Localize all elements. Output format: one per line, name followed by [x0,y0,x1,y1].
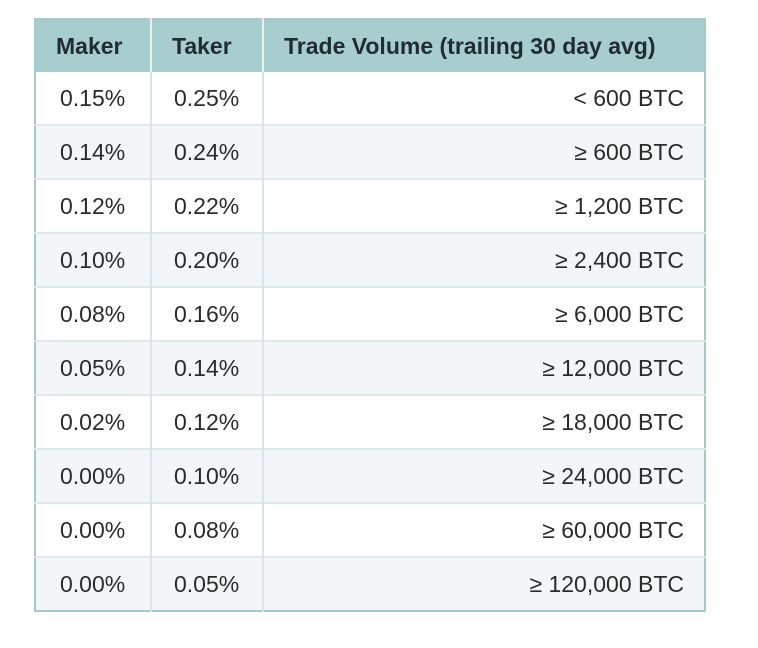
taker-fee-cell: 0.12% [151,395,264,450]
trade-volume-cell: < 600 BTC [263,72,705,126]
taker-fee-cell: 0.10% [151,449,264,504]
trade-volume-cell: ≥ 1,200 BTC [263,179,705,234]
table-row: 0.02% 0.12% ≥ 18,000 BTC [35,395,705,450]
maker-fee-cell: 0.00% [35,449,152,504]
header-row: Maker Taker Trade Volume (trailing 30 da… [35,19,705,72]
maker-column-header: Maker [35,19,152,72]
taker-fee-cell: 0.22% [151,179,264,234]
table-row: 0.00% 0.10% ≥ 24,000 BTC [35,449,705,504]
taker-column-header: Taker [151,19,264,72]
table-row: 0.14% 0.24% ≥ 600 BTC [35,125,705,180]
trade-volume-cell: ≥ 600 BTC [263,125,705,180]
table-row: 0.00% 0.08% ≥ 60,000 BTC [35,503,705,558]
maker-fee-cell: 0.00% [35,557,152,611]
taker-fee-cell: 0.20% [151,233,264,288]
trade-volume-cell: ≥ 18,000 BTC [263,395,705,450]
table-header: Maker Taker Trade Volume (trailing 30 da… [35,19,705,72]
maker-fee-cell: 0.02% [35,395,152,450]
maker-fee-cell: 0.05% [35,341,152,396]
table-row: 0.12% 0.22% ≥ 1,200 BTC [35,179,705,234]
taker-fee-cell: 0.05% [151,557,264,611]
maker-fee-cell: 0.08% [35,287,152,342]
table-row: 0.05% 0.14% ≥ 12,000 BTC [35,341,705,396]
maker-fee-cell: 0.12% [35,179,152,234]
maker-fee-cell: 0.14% [35,125,152,180]
trade-volume-column-header: Trade Volume (trailing 30 day avg) [263,19,705,72]
maker-fee-cell: 0.00% [35,503,152,558]
table-row: 0.15% 0.25% < 600 BTC [35,72,705,126]
maker-fee-cell: 0.15% [35,72,152,126]
fee-schedule-table: Maker Taker Trade Volume (trailing 30 da… [34,18,706,612]
taker-fee-cell: 0.14% [151,341,264,396]
taker-fee-cell: 0.08% [151,503,264,558]
trade-volume-cell: ≥ 60,000 BTC [263,503,705,558]
trade-volume-cell: ≥ 24,000 BTC [263,449,705,504]
trade-volume-cell: ≥ 6,000 BTC [263,287,705,342]
trade-volume-cell: ≥ 12,000 BTC [263,341,705,396]
table-body: 0.15% 0.25% < 600 BTC 0.14% 0.24% ≥ 600 … [35,72,705,611]
table-row: 0.08% 0.16% ≥ 6,000 BTC [35,287,705,342]
maker-fee-cell: 0.10% [35,233,152,288]
trade-volume-cell: ≥ 120,000 BTC [263,557,705,611]
taker-fee-cell: 0.25% [151,72,264,126]
trade-volume-cell: ≥ 2,400 BTC [263,233,705,288]
table-row: 0.00% 0.05% ≥ 120,000 BTC [35,557,705,611]
taker-fee-cell: 0.16% [151,287,264,342]
taker-fee-cell: 0.24% [151,125,264,180]
table-row: 0.10% 0.20% ≥ 2,400 BTC [35,233,705,288]
